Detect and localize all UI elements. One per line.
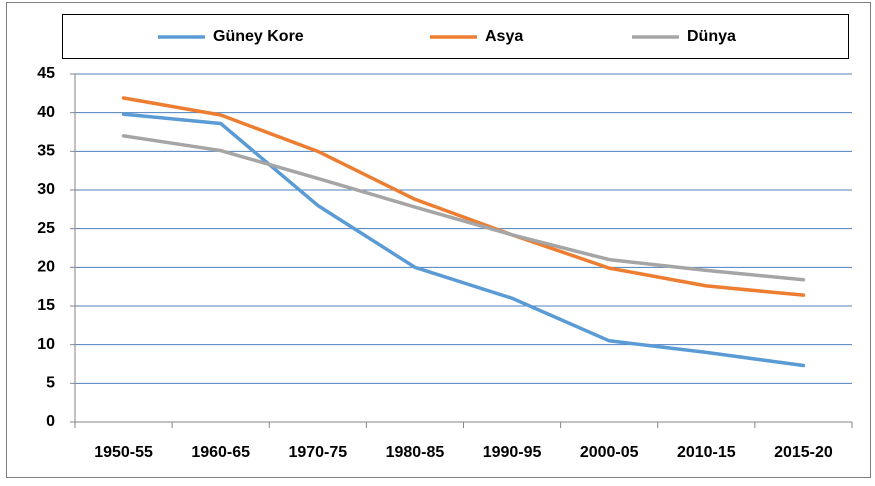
- x-tick-label: 1970-75: [288, 444, 347, 461]
- x-tick-label: 1990-95: [483, 444, 542, 461]
- legend-label: Dünya: [687, 28, 736, 45]
- y-tick-label: 15: [37, 297, 55, 314]
- y-tick-label: 35: [37, 143, 55, 160]
- legend-label: Güney Kore: [213, 28, 304, 45]
- series-line: [121, 96, 806, 297]
- y-tick-label: 25: [37, 220, 55, 237]
- y-tick-label: 45: [37, 65, 55, 82]
- x-tick-label: 2000-05: [580, 444, 639, 461]
- series-line: [121, 112, 806, 368]
- y-tick-label: 10: [37, 336, 55, 353]
- y-tick-label: 20: [37, 259, 55, 276]
- y-tick-label: 0: [46, 413, 55, 430]
- x-tick-label: 1980-85: [386, 444, 445, 461]
- x-tick-label: 1960-65: [191, 444, 250, 461]
- chart-frame: [6, 2, 871, 478]
- y-tick-label: 5: [46, 375, 55, 392]
- y-tick-label: 40: [37, 104, 55, 121]
- x-tick-label: 2015-20: [774, 444, 833, 461]
- y-tick-label: 30: [37, 181, 55, 198]
- x-tick-label: 2010-15: [677, 444, 736, 461]
- series-line: [121, 134, 806, 282]
- x-tick-label: 1950-55: [94, 444, 153, 461]
- legend-label: Asya: [485, 28, 523, 45]
